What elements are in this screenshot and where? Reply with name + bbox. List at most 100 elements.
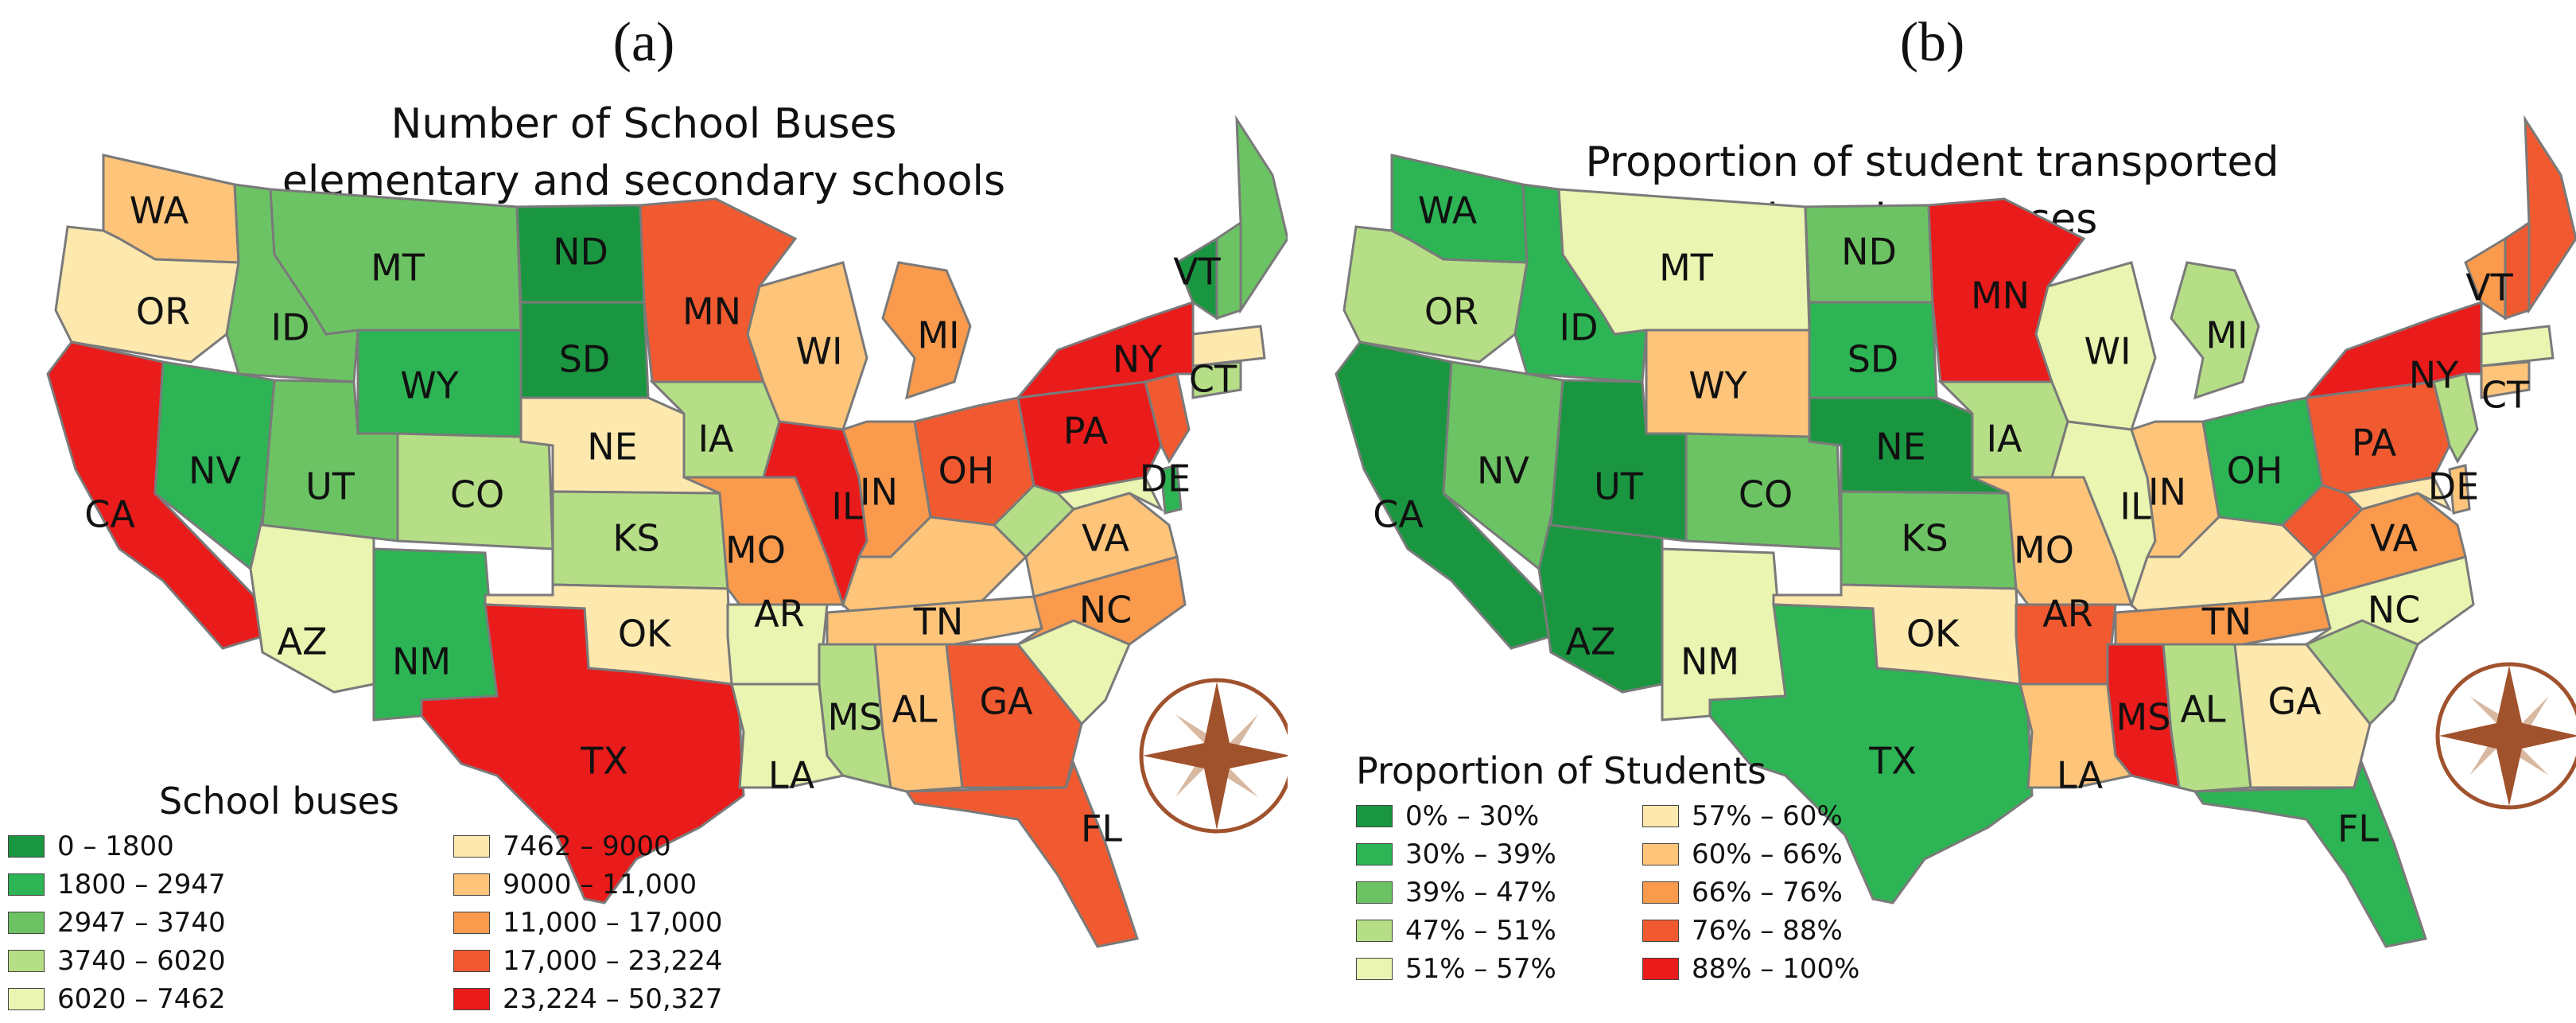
state-az: [249, 515, 375, 694]
legend-item: 9000 – 11,000: [453, 865, 835, 904]
legend-item: 76% – 88%: [1642, 912, 1929, 950]
state-mi: [881, 261, 972, 400]
state-nm: [372, 547, 499, 722]
legend-swatch: [1642, 920, 1679, 942]
state-label-or: OR: [1424, 290, 1478, 333]
legend-swatch: [8, 873, 45, 896]
state-label-nc: NC: [2368, 589, 2421, 632]
state-mi: [2170, 261, 2260, 400]
state-label-ar: AR: [754, 593, 804, 636]
state-label-va: VA: [2370, 517, 2419, 560]
state-tn: [826, 595, 1043, 646]
state-label-ga: GA: [2267, 680, 2322, 723]
legend-label: 11,000 – 17,000: [503, 907, 723, 939]
legend-label: 39% – 47%: [1405, 877, 1556, 908]
state-az: [1537, 515, 1664, 694]
legend-label: 23,224 – 50,327: [503, 983, 723, 1015]
legend-swatch: [453, 835, 490, 858]
state-label-mn: MN: [682, 290, 741, 333]
state-label-il: IL: [2119, 485, 2151, 528]
state-me: [2524, 115, 2576, 315]
state-label-il: IL: [831, 485, 863, 528]
state-label-oh: OH: [938, 449, 995, 492]
legend-label: 51% – 57%: [1405, 953, 1556, 985]
state-label-va: VA: [1082, 517, 1130, 560]
legend-label: 88% – 100%: [1692, 953, 1860, 985]
us-choropleth-map: WA OR CA ID NV AZ MT WY UT CO NM ND SD NE KS OK TX MN IA MO…: [46, 115, 1288, 948]
legend-swatch: [1356, 843, 1393, 865]
state-label-nv: NV: [188, 449, 241, 492]
state-label-wa: WA: [1418, 189, 1478, 232]
state-label-az: AZ: [278, 620, 328, 663]
legend-item: 3740 – 6020: [8, 942, 453, 980]
state-label-ms: MS: [2116, 696, 2171, 739]
state-label-ms: MS: [828, 696, 883, 739]
legend-label: 9000 – 11,000: [503, 869, 697, 900]
state-ct: [1191, 360, 1242, 399]
state-label-ok: OK: [618, 613, 672, 655]
state-label-ok: OK: [1906, 613, 1960, 655]
legend-item: 0 – 1800: [8, 827, 453, 865]
panel-b: (b) Proportion of student transported by…: [1288, 0, 2576, 1023]
legend-item: 39% – 47%: [1356, 873, 1642, 912]
legend-item: 88% – 100%: [1642, 950, 1929, 988]
state-label-fl: FL: [1081, 807, 1122, 850]
state-ga: [2233, 643, 2372, 789]
state-label-or: OR: [136, 290, 190, 333]
state-label-co: CO: [450, 473, 504, 516]
state-label-oh: OH: [2227, 449, 2283, 492]
state-label-sd: SD: [559, 338, 611, 381]
map-title-line1: Proportion of student transported: [1585, 138, 2279, 186]
legend: 0 – 1800 1800 – 2947 2947 – 3740 3740 – 602…: [8, 827, 835, 1018]
state-fl: [904, 760, 1139, 948]
legend-swatch: [1356, 958, 1393, 980]
state-ma: [1191, 325, 1266, 368]
legend-swatch: [1356, 805, 1393, 827]
state-label-ut: UT: [305, 465, 356, 508]
legend-swatch: [453, 950, 490, 972]
state-label-wi: WI: [2084, 330, 2131, 373]
map-title-line1: Number of School Buses: [390, 100, 897, 148]
state-label-al: AL: [892, 688, 937, 731]
state-label-ar: AR: [2042, 593, 2092, 636]
legend-label: 57% – 60%: [1692, 800, 1843, 832]
state-label-wy: WY: [1688, 364, 1747, 407]
state-label-mt: MT: [1659, 247, 1714, 290]
legend-label: 30% – 39%: [1405, 838, 1556, 870]
state-ct: [2480, 360, 2531, 399]
legend-title: School buses: [159, 780, 399, 823]
state-label-ia: IA: [1986, 418, 2022, 461]
state-label-la: LA: [768, 754, 815, 797]
state-label-mn: MN: [1971, 274, 2030, 317]
state-label-id: ID: [1560, 306, 1599, 349]
state-label-mo: MO: [2014, 529, 2074, 572]
state-label-pa: PA: [1063, 410, 1109, 453]
state-label-ga: GA: [979, 680, 1033, 723]
state-label-vt: VT: [2465, 266, 2513, 309]
panel-label: (a): [612, 12, 675, 73]
state-nc: [1017, 555, 1187, 646]
state-label-az: AZ: [1566, 620, 1616, 663]
state-label-fl: FL: [2337, 807, 2379, 850]
state-label-mi: MI: [2205, 314, 2248, 357]
legend-swatch: [1642, 958, 1679, 980]
legend-label: 17,000 – 23,224: [503, 945, 723, 977]
state-label-mo: MO: [725, 529, 786, 572]
state-label-tn: TN: [913, 601, 964, 644]
state-label-tx: TX: [1868, 740, 1917, 783]
state-label-ca: CA: [84, 493, 135, 536]
legend-label: 60% – 66%: [1692, 838, 1843, 870]
state-label-ks: KS: [612, 517, 659, 560]
compass-rose-icon: [1139, 678, 1288, 834]
state-label-ct: CT: [1189, 358, 1237, 401]
legend-item: 6020 – 7462: [8, 980, 453, 1018]
legend-swatch: [8, 835, 45, 858]
us-choropleth-map: WA OR CA ID NV AZ MT WY UT CO NM ND SD NE KS OK TX MN IA MO…: [1335, 115, 2576, 948]
state-label-in: IN: [860, 471, 898, 514]
state-label-nm: NM: [392, 640, 451, 683]
state-label-mi: MI: [917, 314, 959, 357]
legend-label: 2947 – 3740: [57, 907, 226, 939]
legend-label: 3740 – 6020: [57, 945, 226, 977]
legend-label: 6020 – 7462: [57, 983, 226, 1015]
state-nj: [1144, 372, 1191, 465]
